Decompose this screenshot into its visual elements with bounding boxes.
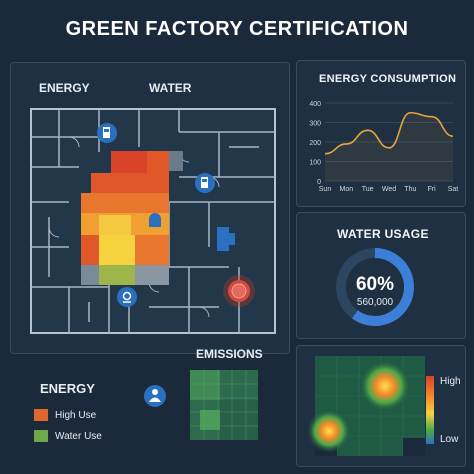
scale-high-label: High xyxy=(440,376,461,387)
x-tick-label: Sun xyxy=(319,186,332,193)
map-water-label: WATER xyxy=(149,81,192,95)
legend-label: Water Use xyxy=(55,430,102,442)
y-tick-label: 100 xyxy=(309,160,321,167)
legend-swatch-water-use xyxy=(34,430,48,442)
map-energy-label: ENERGY xyxy=(39,81,90,95)
legend-label: High Use xyxy=(55,409,97,421)
series-line xyxy=(324,111,454,155)
emissions-title: EMISSIONS xyxy=(196,347,263,361)
y-tick-label: 300 xyxy=(309,121,321,128)
person-icon[interactable] xyxy=(143,384,167,408)
x-tick-label: Wed xyxy=(382,186,396,193)
site-heatmap xyxy=(307,356,434,456)
emissions-map xyxy=(190,370,258,440)
alert-beacon[interactable] xyxy=(223,275,255,307)
legend-item-water-use: Water Use xyxy=(34,430,102,442)
x-tick-label: Thu xyxy=(404,186,416,193)
water-usage-title: WATER USAGE xyxy=(337,227,429,241)
water-percent: 60% xyxy=(356,274,394,295)
floor-plan-panel: ENERGY WATER xyxy=(10,62,290,354)
heatmap-panel: High Low xyxy=(296,345,466,467)
page-title: GREEN FACTORY CERTIFICATION xyxy=(65,18,409,40)
energy-heat-zone xyxy=(81,151,183,285)
equipment-marker xyxy=(149,213,235,251)
gas-pump-icon[interactable] xyxy=(195,173,215,193)
scale-low-label: Low xyxy=(440,434,459,445)
x-tick-label: Sat xyxy=(448,186,459,193)
y-tick-label: 0 xyxy=(317,179,321,186)
water-usage-gauge: 60% 560,000 xyxy=(336,248,414,326)
location-pin-icon[interactable] xyxy=(117,287,137,307)
legend-item-high-use: High Use xyxy=(34,409,96,421)
series-area xyxy=(325,112,453,181)
energy-consumption-panel: ENERGY CONSUMPTION 0 100 200 300 400 Sun Mon Tu… xyxy=(296,60,466,207)
energy-chart-title: ENERGY CONSUMPTION xyxy=(319,73,457,85)
water-usage-panel: WATER USAGE 60% 560,000 xyxy=(296,212,466,339)
water-volume: 560,000 xyxy=(357,297,394,308)
heat-scale-bar xyxy=(426,376,434,444)
x-tick-label: Tue xyxy=(362,186,374,193)
floor-plan-map[interactable] xyxy=(29,107,277,335)
x-tick-label: Fri xyxy=(428,186,437,193)
energy-line-chart: 0 100 200 300 400 Sun Mon Tue Wed Thu Fri Sat xyxy=(309,101,459,193)
gas-pump-icon[interactable] xyxy=(97,123,117,143)
y-tick-label: 400 xyxy=(309,101,321,108)
y-tick-label: 200 xyxy=(309,140,321,147)
legend-swatch-high-use xyxy=(34,409,48,421)
water-usage-ring xyxy=(336,248,414,326)
legend-title: ENERGY xyxy=(40,381,95,396)
x-tick-label: Mon xyxy=(340,186,354,193)
